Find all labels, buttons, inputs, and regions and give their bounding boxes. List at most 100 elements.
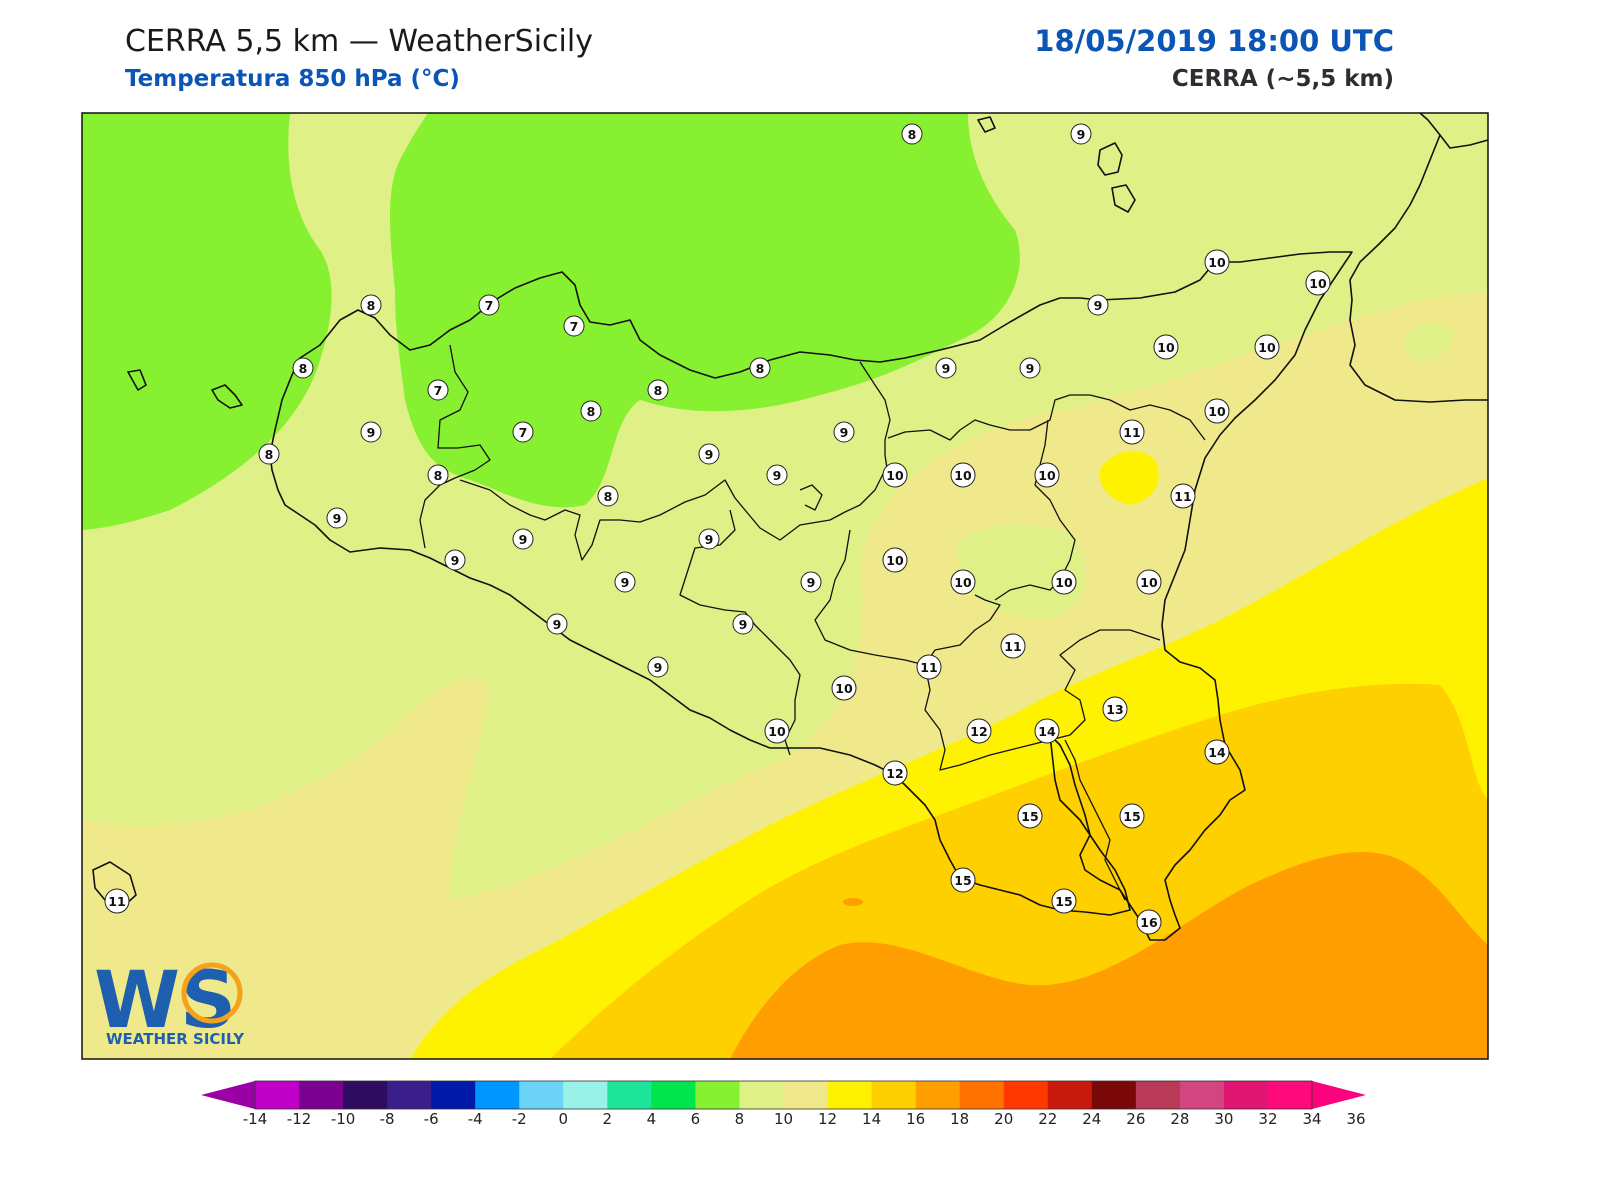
colorbar-tick-label: 18 — [950, 1110, 969, 1128]
station-label: 12 — [882, 760, 908, 786]
colorbar-tick-label: 30 — [1214, 1110, 1233, 1128]
logo-initials: WS — [94, 956, 236, 1046]
station-label: 8 — [292, 357, 314, 379]
station-marker — [647, 656, 669, 678]
border-ragusa-siracusa — [1064, 739, 1126, 901]
station-value: 10 — [1157, 340, 1175, 355]
station-marker — [950, 569, 976, 595]
station-label: 8 — [597, 485, 619, 507]
colorbar-cell — [651, 1081, 696, 1109]
station-value: 11 — [108, 894, 125, 909]
station-label: 7 — [512, 421, 534, 443]
station-value: 9 — [553, 617, 562, 632]
station-value: 8 — [654, 383, 663, 398]
station-value: 8 — [908, 127, 917, 142]
valid-datetime: 18/05/2019 18:00 UTC — [1034, 24, 1394, 58]
station-value: 10 — [1208, 404, 1226, 419]
station-label: 9 — [698, 443, 720, 465]
station-value: 9 — [451, 553, 460, 568]
station-label: 9 — [766, 464, 788, 486]
colorbar-high-arrow — [1312, 1081, 1366, 1109]
station-value: 9 — [367, 425, 376, 440]
station-label: 16 — [1136, 909, 1162, 935]
station-label: 11 — [916, 654, 942, 680]
station-value: 10 — [1309, 276, 1327, 291]
station-value: 7 — [519, 425, 528, 440]
station-label: 12 — [966, 718, 992, 744]
colorbar-tick-label: 8 — [735, 1110, 745, 1128]
station-value: 9 — [840, 425, 849, 440]
station-marker — [1254, 334, 1280, 360]
station-marker — [1204, 398, 1230, 424]
station-label: 10 — [950, 462, 976, 488]
station-value: 8 — [434, 468, 443, 483]
station-marker — [950, 462, 976, 488]
station-label: 8 — [427, 464, 449, 486]
map-field — [82, 113, 1488, 1059]
weather-sicily-logo: WS WEATHER SICILY — [94, 956, 245, 1048]
colorbar-frame — [254, 1080, 1313, 1110]
colorbar-cell — [387, 1081, 432, 1109]
station-label: 10 — [1204, 398, 1230, 424]
station-label: 10 — [1136, 569, 1162, 595]
station-label: 9 — [935, 357, 957, 379]
station-value: 9 — [807, 575, 816, 590]
colorbar-cell — [695, 1081, 740, 1109]
colorbar-cell — [1091, 1081, 1137, 1109]
station-marker — [580, 400, 602, 422]
colorbar-cell — [255, 1081, 300, 1109]
colorbar-cell — [343, 1081, 388, 1109]
station-value: 10 — [954, 468, 972, 483]
station-marker — [1153, 334, 1179, 360]
station-label: 15 — [1119, 803, 1145, 829]
colorbar-tick-label: -14 — [243, 1110, 268, 1128]
station-value: 12 — [886, 766, 903, 781]
border-palermo-agrigento — [459, 469, 886, 561]
station-marker — [563, 315, 585, 337]
colorbar-tick-label: 14 — [862, 1110, 881, 1128]
sicily-coastline — [269, 251, 1353, 941]
station-label: 8 — [647, 379, 669, 401]
station-marker — [444, 549, 466, 571]
station-value: 11 — [1174, 489, 1191, 504]
colorbar-cell — [783, 1081, 829, 1109]
colorbar: -14 -12 -10 -8 -6 -4 -2 0 2 4 6 8 10 12 14 16 18 20 22 24 26… — [201, 1080, 1366, 1128]
station-marker — [882, 547, 908, 573]
station-label: 10 — [1153, 334, 1179, 360]
colorbar-cell — [475, 1081, 520, 1109]
field-6-8-west — [82, 113, 332, 530]
colorbar-tick-label: -2 — [512, 1110, 527, 1128]
station-marker — [427, 379, 449, 401]
station-label: 13 — [1102, 696, 1128, 722]
station-marker — [966, 718, 992, 744]
field-16-18 — [730, 851, 1488, 1059]
colorbar-tick-label: -12 — [287, 1110, 312, 1128]
colorbar-cell — [1223, 1081, 1269, 1109]
station-marker — [764, 718, 790, 744]
station-value: 8 — [587, 404, 596, 419]
station-label: 9 — [614, 571, 636, 593]
colorbar-cell — [1003, 1081, 1049, 1109]
station-value: 14 — [1208, 745, 1226, 760]
colorbar-tick-label: 10 — [774, 1110, 793, 1128]
station-value: 7 — [570, 319, 579, 334]
colorbar-cell — [1267, 1081, 1313, 1109]
station-label: 8 — [901, 123, 923, 145]
station-label: 10 — [950, 569, 976, 595]
station-marker — [901, 123, 923, 145]
station-marker — [831, 675, 857, 701]
station-value: 9 — [1094, 298, 1103, 313]
station-marker — [1019, 357, 1041, 379]
station-value: 10 — [886, 553, 904, 568]
colorbar-tick-label: 20 — [994, 1110, 1013, 1128]
station-label: 8 — [749, 357, 771, 379]
station-marker — [258, 443, 280, 465]
colorbar-tick-label: 28 — [1170, 1110, 1189, 1128]
station-label: 15 — [1017, 803, 1043, 829]
station-marker — [360, 294, 382, 316]
station-marker — [104, 888, 130, 914]
station-value: 13 — [1106, 702, 1123, 717]
station-label: 9 — [698, 528, 720, 550]
colorbar-tick-label: 2 — [603, 1110, 613, 1128]
